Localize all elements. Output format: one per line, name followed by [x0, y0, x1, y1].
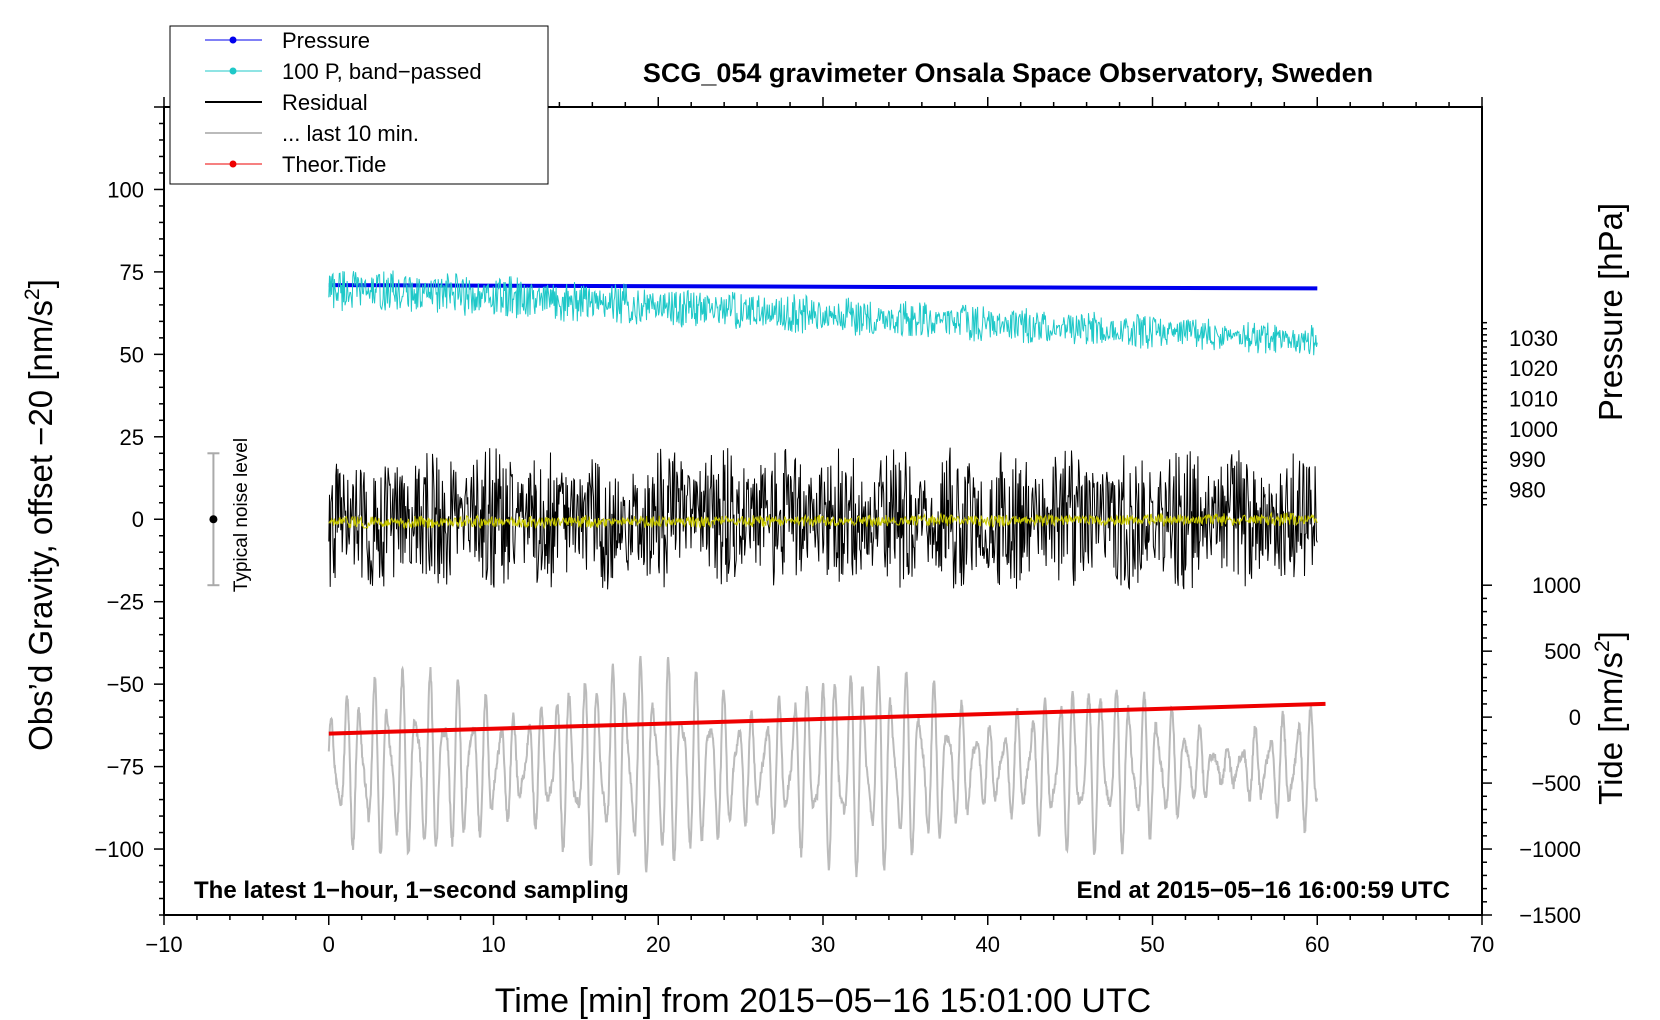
pressure-tick-label: 1010: [1509, 387, 1558, 412]
legend-label: Residual: [282, 90, 368, 115]
pressure-tick-label: 990: [1509, 447, 1546, 472]
x-tick-label: 40: [976, 932, 1000, 957]
y-axis-tide: 1000 500 0 −500 −1000 −1500: [1482, 573, 1581, 928]
y-tick-label: 75: [120, 260, 144, 285]
y-tick-label: 0: [132, 507, 144, 532]
y-axis-tide-label: Tide [nm/s2]: [1591, 631, 1629, 805]
x-tick-label: 0: [323, 932, 335, 957]
noise-bar-center: [209, 515, 218, 524]
x-axis-label: Time [min] from 2015−05−16 15:01:00 UTC: [495, 982, 1151, 1020]
x-tick-label: 30: [811, 932, 835, 957]
legend: Pressure 100 P, band−passed Residual ... la…: [169, 25, 549, 185]
x-tick-label: −10: [145, 932, 182, 957]
x-tick-label: 10: [481, 932, 505, 957]
series-last-10-min: [327, 655, 1319, 878]
annotation-end-time: End at 2015−05−16 16:00:59 UTC: [1076, 877, 1450, 904]
tide-tick-label: −1000: [1519, 837, 1581, 862]
x-tick-label: 60: [1305, 932, 1329, 957]
y-tick-label: 50: [120, 342, 144, 367]
y-tick-label: −50: [107, 672, 144, 697]
tide-tick-label: 500: [1544, 639, 1581, 664]
y-axis-pressure-label: Pressure [hPa]: [1592, 203, 1629, 421]
series-pressure: [328, 283, 1318, 291]
pressure-tick-label: 1000: [1509, 417, 1558, 442]
series-residual: [328, 447, 1318, 591]
y-axis-left: 100 75 50 25 0 −25 −50 −75 −100: [94, 106, 164, 916]
annotation-sampling: The latest 1−hour, 1−second sampling: [194, 877, 629, 904]
x-tick-label: 20: [646, 932, 670, 957]
y-axis-pressure: 1030 1020 1010 1000 990 980: [1482, 321, 1558, 506]
legend-label: Theor.Tide: [282, 152, 386, 177]
y-tick-label: −25: [107, 590, 144, 615]
noise-bar-label: Typical noise level: [231, 438, 252, 592]
tide-tick-label: 1000: [1532, 573, 1581, 598]
series-residual-smoothed: [328, 511, 1318, 530]
series-theor-tide: [328, 701, 1326, 736]
tide-tick-label: −500: [1531, 771, 1581, 796]
tide-tick-label: 0: [1569, 705, 1581, 730]
y-tick-label: −100: [94, 837, 144, 862]
legend-box: [169, 25, 549, 185]
chart-title: SCG_054 gravimeter Onsala Space Observat…: [643, 58, 1373, 88]
legend-marker: [229, 67, 237, 75]
legend-label: 100 P, band−passed: [282, 59, 482, 84]
x-tick-label: 70: [1470, 932, 1494, 957]
legend-marker: [229, 36, 237, 44]
pressure-tick-label: 1030: [1509, 326, 1558, 351]
y-axis-left-label: Obs’d Gravity, offset −20 [nm/s2]: [21, 279, 59, 751]
x-tick-label: 50: [1140, 932, 1164, 957]
y-tick-label: 100: [107, 177, 144, 202]
legend-marker: [229, 160, 237, 168]
series-layer: [327, 270, 1326, 878]
y-tick-label: 25: [120, 425, 144, 450]
pressure-tick-label: 1020: [1509, 356, 1558, 381]
series-100-p-band-passed: [328, 270, 1318, 356]
tide-tick-label: −1500: [1519, 903, 1581, 928]
legend-label: ... last 10 min.: [282, 121, 419, 146]
y-tick-label: −75: [107, 755, 144, 780]
pressure-tick-label: 980: [1509, 478, 1546, 503]
noise-bar: [207, 452, 220, 587]
legend-label: Pressure: [282, 28, 370, 53]
